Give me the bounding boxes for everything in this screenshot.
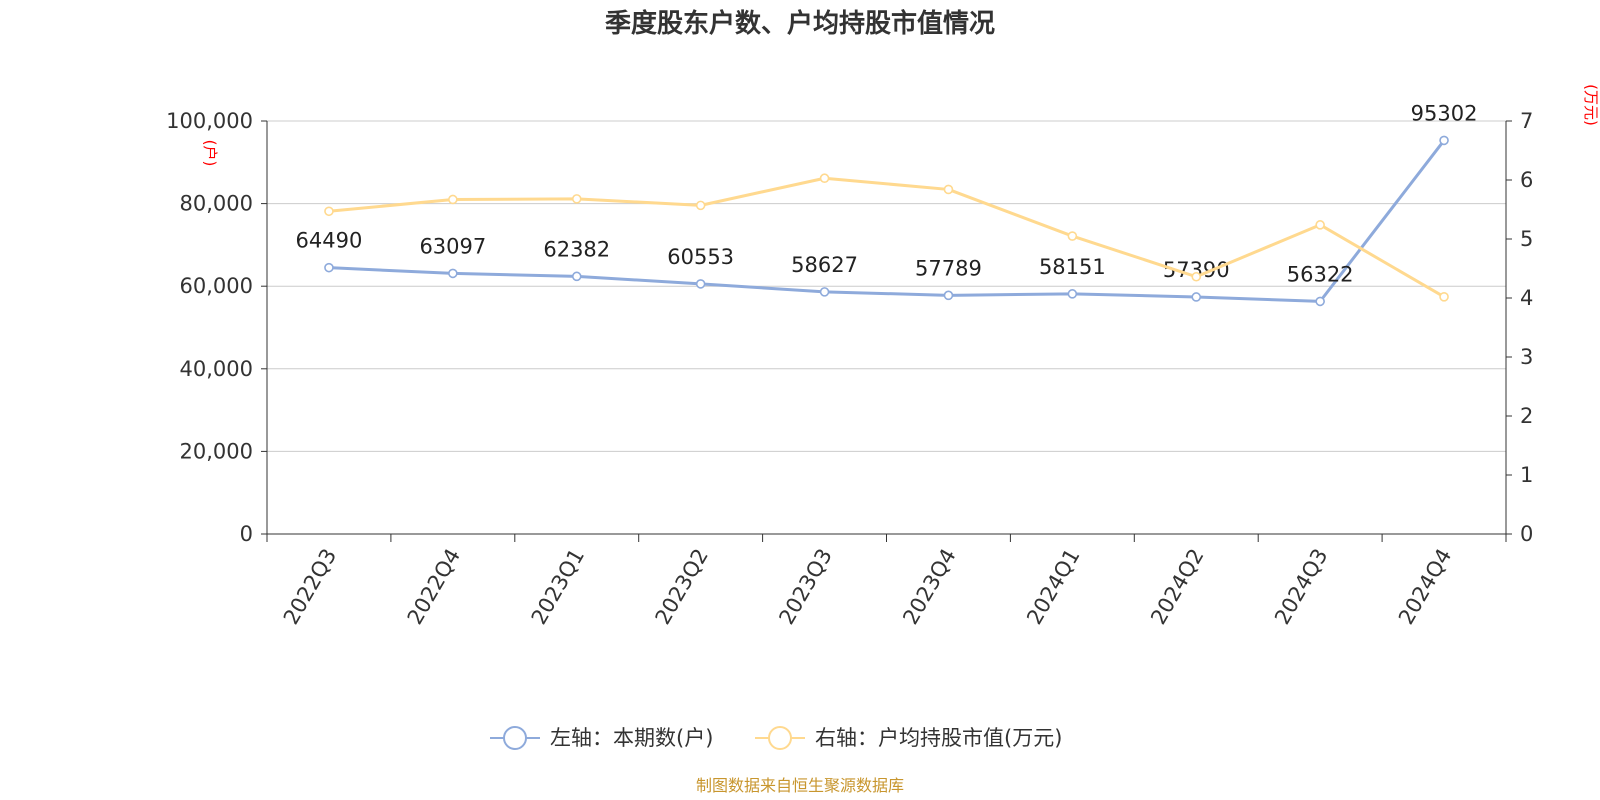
data-point-left xyxy=(1439,135,1449,146)
data-label: 57789 xyxy=(915,256,982,280)
x-tick-label: 2022Q3 xyxy=(279,545,341,629)
x-tick-label: 2023Q2 xyxy=(651,545,713,629)
chart-title: 季度股东户数、户均持股市值情况 xyxy=(605,8,995,39)
data-label: 63097 xyxy=(419,234,486,258)
right-tick-label: 0 xyxy=(1520,522,1533,546)
left-tick-label: 60,000 xyxy=(180,274,253,298)
x-tick-label: 2024Q2 xyxy=(1146,545,1208,629)
data-point-left xyxy=(571,271,582,282)
data-label: 58627 xyxy=(791,253,858,277)
legend-marker xyxy=(503,726,527,750)
data-point-left xyxy=(448,268,458,279)
legend: 左轴：本期数(户) 右轴：户均持股市值(万元) xyxy=(490,726,1062,750)
x-tick-label: 2024Q4 xyxy=(1394,545,1456,629)
data-label: 95302 xyxy=(1411,101,1478,125)
data-point-left xyxy=(943,290,954,301)
legend-label: 左轴：本期数(户) xyxy=(550,726,713,750)
data-point-right xyxy=(1315,220,1325,230)
data-point-right xyxy=(1439,292,1449,302)
left-axis-unit: (户) xyxy=(201,140,219,167)
right-tick-label: 1 xyxy=(1520,463,1533,487)
source-note: 制图数据来自恒生聚源数据库 xyxy=(696,776,904,795)
left-tick-label: 20,000 xyxy=(180,439,253,463)
series-line-left xyxy=(328,139,1446,303)
legend-label: 右轴：户均持股市值(万元) xyxy=(815,726,1062,750)
x-tick-label: 2023Q4 xyxy=(898,545,960,629)
right-tick-label: 6 xyxy=(1520,168,1533,192)
data-point-right xyxy=(571,194,582,204)
right-axis-unit: (万元) xyxy=(1582,84,1600,126)
data-point-right xyxy=(324,206,334,217)
data-point-left xyxy=(695,279,706,289)
data-point-right xyxy=(1067,231,1078,241)
data-point-right xyxy=(448,194,458,205)
x-tick-label: 2022Q4 xyxy=(403,545,465,629)
x-tick-label: 2023Q3 xyxy=(774,545,836,629)
right-tick-label: 5 xyxy=(1520,227,1533,251)
series-layer: 64490 63097 62382 60553 58627 57789 58151 57390… xyxy=(296,101,1478,307)
left-tick-label: 80,000 xyxy=(180,192,253,216)
data-point-left xyxy=(1191,292,1202,302)
left-tick-label: 40,000 xyxy=(180,357,253,381)
data-point-right xyxy=(1191,271,1202,282)
data-point-right xyxy=(819,173,830,184)
data-label: 64490 xyxy=(296,229,363,253)
data-label: 56322 xyxy=(1287,262,1354,286)
grid-lines xyxy=(267,120,1506,452)
data-point-right xyxy=(695,200,706,211)
right-tick-label: 3 xyxy=(1520,345,1533,369)
data-point-left xyxy=(324,262,334,273)
x-tick-label: 2024Q1 xyxy=(1022,545,1084,629)
data-point-left xyxy=(1067,289,1078,299)
left-tick-label: 0 xyxy=(240,522,253,546)
data-label: 60553 xyxy=(667,245,734,269)
data-label: 62382 xyxy=(543,237,610,261)
left-tick-label: 100,000 xyxy=(166,109,253,133)
right-tick-label: 7 xyxy=(1520,109,1533,133)
right-tick-label: 2 xyxy=(1520,404,1533,428)
x-tick-label: 2024Q3 xyxy=(1270,545,1332,629)
legend-marker xyxy=(768,726,792,750)
data-label: 58151 xyxy=(1039,255,1106,279)
data-point-left xyxy=(819,287,830,297)
data-point-left xyxy=(1315,296,1325,307)
x-tick-label: 2023Q1 xyxy=(527,545,589,629)
right-tick-label: 4 xyxy=(1520,286,1533,310)
data-point-right xyxy=(943,184,954,195)
series-line-right xyxy=(328,176,1445,299)
